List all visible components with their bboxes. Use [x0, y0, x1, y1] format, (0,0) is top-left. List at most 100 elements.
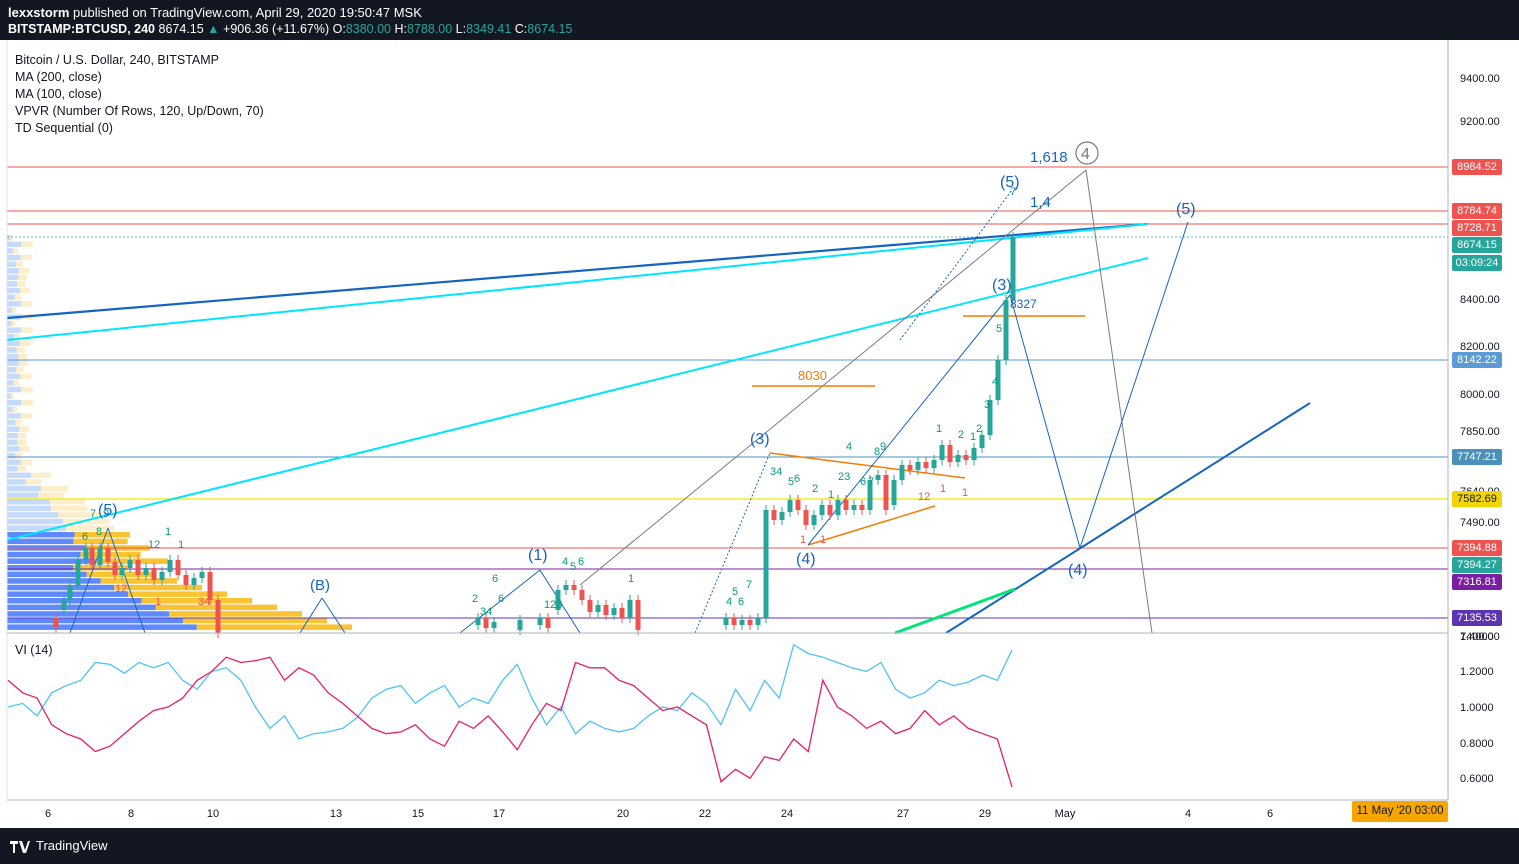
- candle: [127, 560, 133, 568]
- vpvr-bar-up: [7, 268, 20, 274]
- vpvr-bar-up: [7, 301, 21, 307]
- vpvr-bar-up: [7, 373, 21, 380]
- vpvr-bar-down: [10, 235, 13, 241]
- candle: [175, 560, 181, 575]
- vpvr-bar-down: [15, 419, 23, 426]
- vpvr-bar-down: [20, 327, 33, 333]
- price-badge: 7747.21: [1452, 449, 1502, 465]
- candle: [199, 572, 205, 578]
- td-count-label: 5: [996, 323, 1002, 335]
- candle: [537, 618, 543, 625]
- candle: [83, 548, 89, 560]
- vpvr-bar-down: [73, 538, 128, 545]
- ma200-line: [6, 222, 1149, 320]
- crosshair-time-badge: 11 May '20 03:00: [1352, 801, 1448, 822]
- low-label: L:: [455, 22, 467, 36]
- td-count-label: 1: [936, 423, 942, 435]
- vpvr-bar-down: [49, 499, 85, 505]
- vpvr-bar-up: [7, 261, 16, 267]
- vpvr-bar-down: [40, 485, 69, 492]
- candle: [731, 618, 737, 625]
- time-tick-label: 20: [617, 808, 629, 820]
- symbol-name[interactable]: BITSTAMP:BTCUSD, 240: [8, 22, 156, 36]
- vpvr-bar-down: [12, 406, 18, 413]
- vpvr-bar-up: [7, 235, 11, 241]
- last-price: 8674.15: [158, 22, 204, 36]
- tradingview-logo-icon: [10, 841, 30, 853]
- wave-b-down: [321, 597, 346, 634]
- vpvr-bar-up: [7, 340, 20, 347]
- price-badge: 8674.15: [1452, 237, 1502, 253]
- candle: [97, 548, 103, 565]
- legend-title[interactable]: Bitcoin / U.S. Dollar, 240, BITSTAMP: [15, 53, 220, 67]
- td-count-label: 123: [544, 599, 562, 611]
- vpvr-bar-up: [7, 320, 12, 327]
- legend-td-sequential[interactable]: TD Sequential (0): [15, 121, 113, 135]
- candle: [207, 572, 213, 600]
- candle: [867, 480, 873, 510]
- triangle-upper: [769, 452, 966, 479]
- wave-5-left-down: [107, 527, 146, 634]
- vpvr-bar-up: [7, 584, 115, 591]
- candle: [571, 585, 577, 590]
- vpvr-bar-down: [183, 617, 327, 624]
- vi-tick-label: 1.0000: [1460, 702, 1494, 714]
- vpvr-bar-down: [100, 578, 177, 584]
- vpvr-bar-down: [19, 287, 31, 294]
- price-badge: 7316.81: [1452, 574, 1502, 590]
- vi-minus-line: [7, 656, 1013, 788]
- vpvr-bar-up: [7, 624, 197, 630]
- td-count-label: 2: [812, 483, 818, 495]
- td-count-label: 23: [838, 471, 850, 483]
- vi-tick-label: 1.2000: [1460, 666, 1494, 678]
- td-count-label: 1: [628, 573, 634, 585]
- vpvr-bar-up: [7, 386, 22, 393]
- candle: [619, 608, 625, 618]
- time-tick-label: 10: [207, 808, 219, 820]
- price-tick-label: 7850.00: [1460, 426, 1500, 438]
- vpvr-bar-down: [20, 459, 32, 465]
- vpvr-bar-up: [7, 472, 32, 479]
- td-count-label: 2: [958, 429, 964, 441]
- legend-ma100[interactable]: MA (100, close): [15, 87, 102, 101]
- vpvr-bar-up: [7, 604, 156, 611]
- vpvr-bar-up: [7, 294, 15, 300]
- wave-annotation: (5): [98, 502, 118, 519]
- legend-ma200[interactable]: MA (200, close): [15, 70, 102, 84]
- vpvr-bar-up: [7, 565, 73, 571]
- vpvr-bar-up: [7, 499, 50, 505]
- time-tick-label: 6: [1267, 808, 1273, 820]
- td-count-label: 1: [165, 526, 171, 538]
- vpvr-bar-up: [7, 393, 11, 399]
- price-tick-label: 8000.00: [1460, 389, 1500, 401]
- vpvr-bar-down: [19, 268, 29, 274]
- legend-vpvr[interactable]: VPVR (Number Of Rows, 120, Up/Down, 70): [15, 104, 264, 118]
- vpvr-bar-up: [7, 525, 66, 531]
- td-count-label: 5: [732, 586, 738, 598]
- candle: [89, 548, 95, 565]
- candle: [843, 500, 849, 510]
- candle: [53, 618, 59, 628]
- vpvr-bar-up: [7, 413, 21, 419]
- vi-legend[interactable]: VI (14): [15, 643, 53, 657]
- vpvr-bar-up: [7, 248, 14, 254]
- candle: [545, 618, 551, 628]
- publisher-name[interactable]: lexxstorm: [8, 5, 70, 20]
- close-label: C:: [514, 22, 528, 36]
- vpvr-bar-down: [14, 334, 21, 340]
- candle: [1010, 237, 1016, 300]
- candle: [947, 445, 953, 462]
- vpvr-bar-down: [17, 433, 27, 439]
- vpvr-bar-up: [7, 558, 96, 564]
- candle: [517, 620, 523, 630]
- candle: [923, 462, 929, 468]
- vpvr-bar-up: [7, 281, 18, 287]
- td-count-label: 7: [1010, 186, 1016, 198]
- time-tick-label: 27: [897, 808, 909, 820]
- vpvr-bar-down: [38, 492, 65, 498]
- candle: [819, 505, 825, 515]
- vpvr-bar-up: [7, 353, 19, 360]
- wave-line-b: [1079, 221, 1189, 549]
- footer-brand[interactable]: TradingView: [36, 838, 108, 853]
